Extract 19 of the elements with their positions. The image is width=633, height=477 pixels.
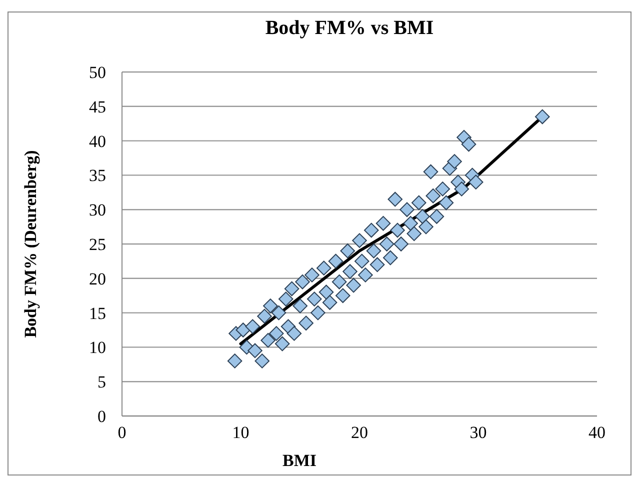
y-tick-label: 30	[89, 200, 106, 220]
y-tick-label: 25	[89, 234, 106, 254]
x-axis-title: BMI	[282, 451, 317, 470]
x-tick-label: 0	[118, 423, 126, 442]
y-tick-label: 0	[98, 406, 106, 426]
x-tick-label: 40	[588, 423, 606, 442]
y-tick-label: 35	[89, 166, 106, 186]
y-tick-label: 10	[89, 338, 106, 358]
y-tick-label: 40	[89, 132, 106, 151]
chart-title: Body FM% vs BMI	[265, 17, 434, 39]
y-tick-label: 45	[89, 97, 106, 116]
y-axis-title: Body FM% (Deurenberg)	[21, 150, 40, 338]
y-tick-label: 50	[89, 62, 106, 82]
x-tick-label: 10	[232, 423, 250, 442]
y-tick-label: 15	[89, 304, 106, 323]
x-tick-label: 20	[351, 423, 368, 442]
x-tick-label: 30	[470, 423, 487, 442]
y-tick-label: 5	[98, 372, 106, 392]
y-tick-label: 20	[89, 269, 106, 288]
